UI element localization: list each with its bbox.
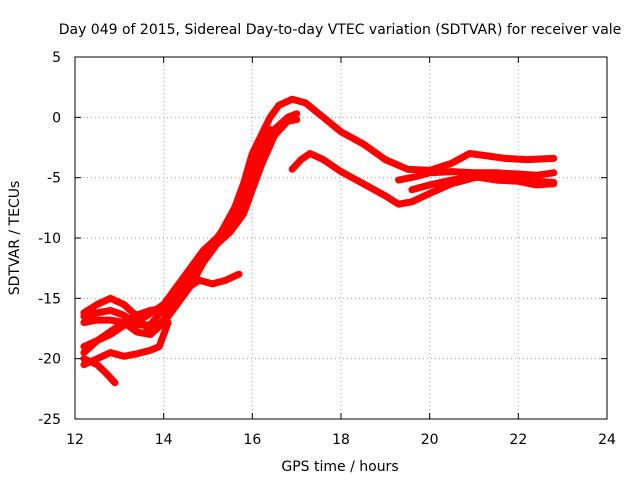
series-track-5: [80, 270, 243, 357]
series-track-7: [80, 355, 119, 387]
x-tick-label: 12: [66, 432, 84, 448]
ticks-layer: 12 14 16 18 20 22 24 5 0 -5 -10 -15 -20 -25: [38, 50, 616, 448]
grid-layer: [75, 57, 607, 419]
y-tick-label: 5: [52, 50, 61, 66]
y-tick-label: -20: [38, 352, 61, 368]
series-layer: [80, 95, 558, 387]
x-tick-label: 24: [598, 432, 616, 448]
y-tick-label: 0: [52, 110, 61, 126]
series-track-6: [80, 319, 172, 369]
series-track-10: [408, 173, 558, 194]
y-tick-label: -5: [47, 171, 61, 187]
y-tick-label: -10: [38, 231, 61, 247]
y-tick-label: -15: [38, 291, 61, 307]
chart-title: Day 049 of 2015, Sidereal Day-to-day VTE…: [59, 22, 622, 38]
x-tick-label: 14: [155, 432, 173, 448]
x-tick-label: 16: [243, 432, 261, 448]
x-tick-label: 22: [509, 432, 527, 448]
series-track-1: [80, 95, 558, 329]
x-tick-label: 18: [332, 432, 350, 448]
y-tick-label: -25: [38, 412, 61, 428]
x-axis-label: GPS time / hours: [281, 459, 398, 475]
series-track-9: [395, 168, 558, 184]
x-tick-label: 20: [421, 432, 439, 448]
y-axis-label: SDTVAR / TECUs: [7, 181, 23, 296]
